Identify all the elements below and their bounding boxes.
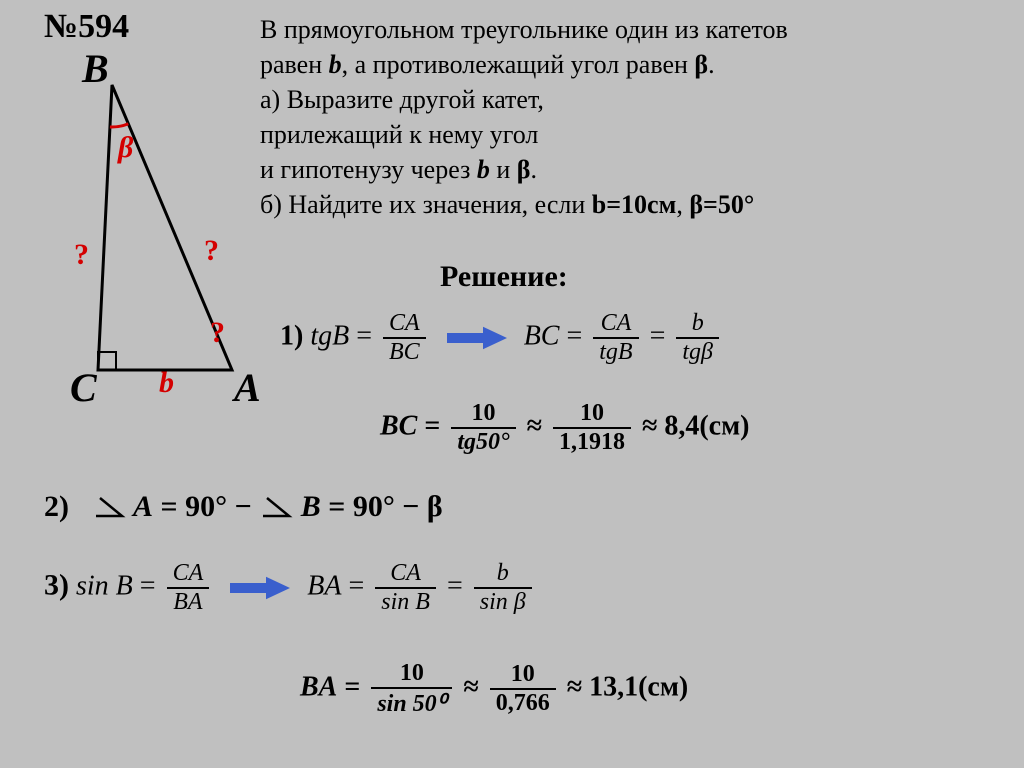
s1-f1d: BC	[383, 337, 426, 366]
s1-mid: BC	[524, 320, 560, 351]
s1-f3n: b	[676, 310, 719, 337]
s1-eq1: =	[356, 320, 379, 351]
vertex-C: C	[70, 364, 97, 411]
pt-l2a: а) Выразите другой катет,	[260, 85, 544, 114]
s3-num: 3)	[44, 568, 69, 601]
vertex-A: A	[234, 364, 261, 411]
s3b-f2d: 0,766	[490, 688, 556, 717]
s3b-f2n: 10	[490, 661, 556, 688]
s1b-a2: ≈	[642, 410, 664, 441]
s1b-a1: ≈	[527, 410, 549, 441]
pt-bval: b=10см	[592, 190, 677, 219]
pt-and: и	[490, 155, 517, 184]
s1-lhs: tgB	[310, 320, 349, 351]
s2-num: 2)	[44, 490, 69, 523]
triangle-diagram	[40, 40, 300, 410]
pt-p1: .	[708, 50, 715, 79]
s2-eq1: = 90° −	[161, 490, 260, 523]
s3b-lhs: BA	[300, 671, 337, 702]
beta-label: β	[118, 131, 133, 165]
vertex-B: B	[82, 45, 109, 92]
side-b-label: b	[159, 366, 174, 400]
s1b-lhs: BC	[380, 410, 417, 441]
s3b-f1d: sin 50⁰	[371, 687, 452, 718]
pt-b1: b	[329, 50, 342, 79]
s1b-f2n: 10	[553, 400, 631, 427]
pt-l3a: б) Найдите их значения, если	[260, 190, 592, 219]
pt-beta2: β	[517, 155, 531, 184]
s1-eq3: =	[650, 320, 673, 351]
s3-eq2: =	[348, 570, 371, 601]
pt-b2: b	[477, 155, 490, 184]
s3-eq3: =	[447, 570, 470, 601]
s2-B: B	[301, 490, 321, 523]
q-left: ?	[74, 238, 89, 272]
s1b-f2d: 1,1918	[553, 427, 631, 456]
angle-icon	[92, 494, 126, 520]
s1-f1n: CA	[383, 310, 426, 337]
q-bottom: ?	[210, 316, 225, 350]
step1b-row: BC = 10tg50° ≈ 101,1918 ≈ 8,4(см)	[380, 400, 750, 456]
s3b-a2: ≈	[567, 671, 589, 702]
s3-lhs: sin B	[76, 570, 133, 601]
s1b-f1d: tg50°	[451, 427, 515, 456]
arrow-icon	[230, 574, 290, 602]
s1-f2d: tgB	[593, 337, 638, 366]
s1-eq2: =	[566, 320, 589, 351]
s2-A: A	[133, 490, 153, 523]
q-right: ?	[204, 234, 219, 268]
arrow-icon	[447, 324, 507, 352]
s3-f3d: sin β	[474, 587, 532, 616]
pt-beta1: β	[694, 50, 708, 79]
s1-f3d: tgβ	[676, 337, 719, 366]
s3-f3n: b	[474, 560, 532, 587]
s3-f2n: CA	[375, 560, 436, 587]
solution-label: Решение:	[440, 260, 568, 294]
s3b-f1n: 10	[371, 660, 452, 687]
problem-statement: В прямоугольном треугольнике один из кат…	[260, 12, 1000, 223]
s3-f1n: CA	[167, 560, 210, 587]
s3-eq1: =	[140, 570, 163, 601]
s1b-res: 8,4(см)	[664, 410, 749, 441]
pt-betaval: β=50°	[689, 190, 754, 219]
s3b-eq: =	[344, 671, 367, 702]
pt-l1c: , а противолежащий угол равен	[342, 50, 695, 79]
s3-f2d: sin B	[375, 587, 436, 616]
pt-l1a: В прямоугольном треугольнике один из кат…	[260, 15, 788, 44]
step3-row: 3) sin B = CABA BA = CAsin B = bsin β	[44, 560, 536, 616]
pt-p2: .	[530, 155, 537, 184]
s1-f2n: CA	[593, 310, 638, 337]
s3b-res: 13,1(см)	[589, 671, 688, 702]
step1-row: 1) tgB = CABC BC = CAtgB = btgβ	[280, 310, 723, 366]
s3b-a1: ≈	[463, 671, 485, 702]
s1b-eq: =	[424, 410, 447, 441]
s1-num: 1)	[280, 320, 303, 351]
s1b-f1n: 10	[451, 400, 515, 427]
s3-mid: BA	[307, 570, 341, 601]
s3-f1d: BA	[167, 587, 210, 616]
angle-icon	[259, 494, 293, 520]
s2-eq2: = 90° − β	[328, 490, 443, 523]
pt-l2b: прилежащий к нему угол	[260, 120, 538, 149]
step2-row: 2) A = 90° − B = 90° − β	[44, 490, 443, 524]
step3b-row: BA = 10sin 50⁰ ≈ 100,766 ≈ 13,1(см)	[300, 660, 688, 718]
